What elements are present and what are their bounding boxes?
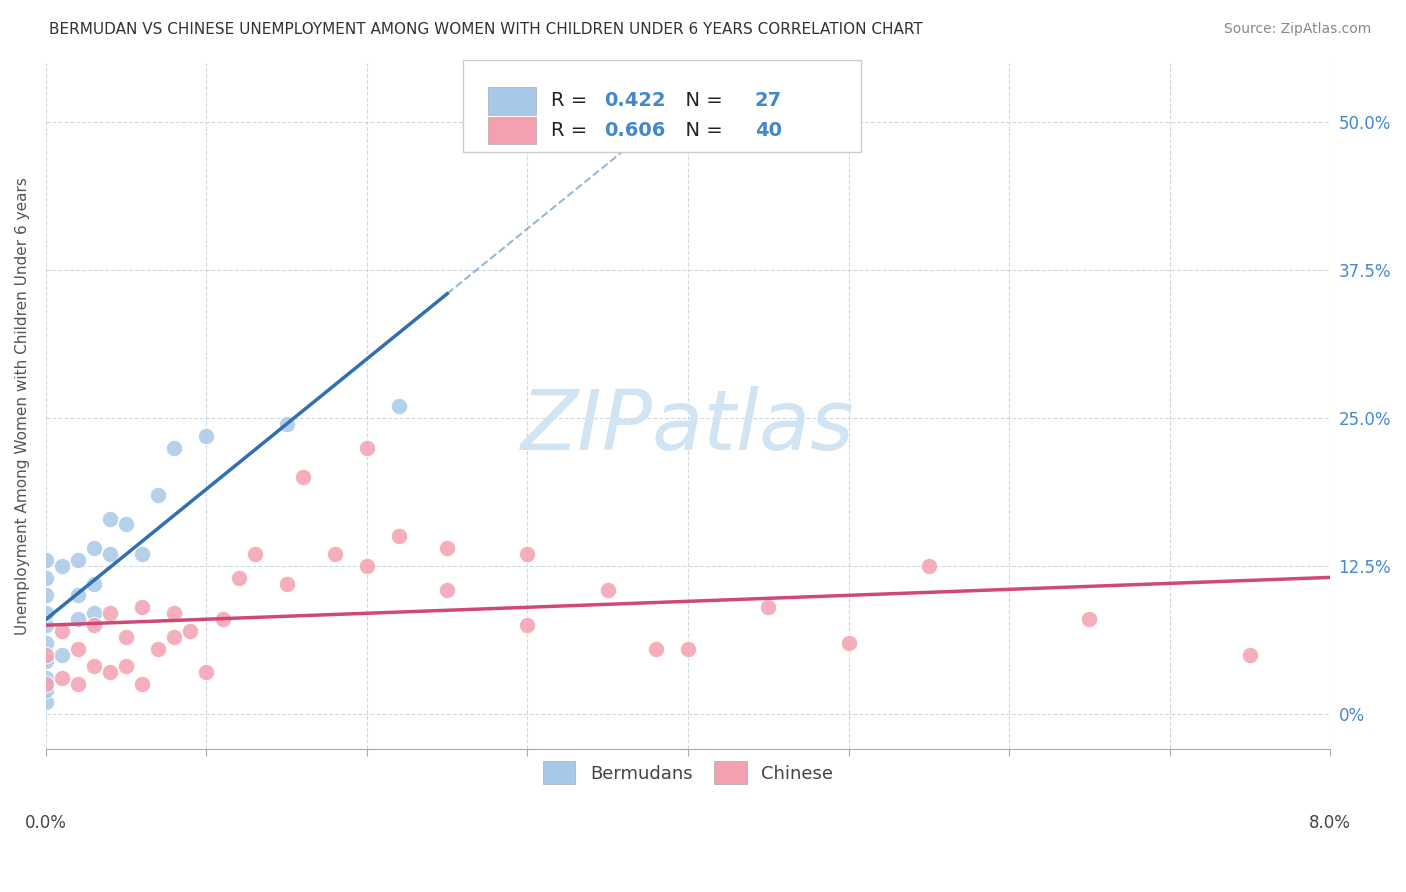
Text: 0.606: 0.606 bbox=[605, 120, 666, 140]
Point bbox=[35, 553, 58, 567]
Point bbox=[148, 488, 170, 502]
Point bbox=[645, 641, 668, 656]
Point bbox=[35, 618, 58, 632]
Point bbox=[83, 659, 105, 673]
Y-axis label: Unemployment Among Women with Children Under 6 years: Unemployment Among Women with Children U… bbox=[15, 178, 30, 635]
FancyBboxPatch shape bbox=[464, 60, 862, 153]
Point bbox=[163, 630, 186, 644]
Point bbox=[596, 582, 619, 597]
Text: 0.0%: 0.0% bbox=[25, 814, 67, 832]
Point bbox=[356, 558, 378, 573]
Text: Source: ZipAtlas.com: Source: ZipAtlas.com bbox=[1223, 22, 1371, 37]
Text: 27: 27 bbox=[755, 91, 782, 111]
Bar bbox=[488, 87, 537, 114]
Point bbox=[837, 636, 859, 650]
Point bbox=[436, 582, 458, 597]
Text: R =: R = bbox=[551, 91, 593, 111]
Text: 40: 40 bbox=[755, 120, 782, 140]
Text: 8.0%: 8.0% bbox=[1309, 814, 1351, 832]
Point bbox=[323, 547, 346, 561]
Point bbox=[388, 529, 411, 543]
Point bbox=[388, 399, 411, 413]
Point bbox=[195, 428, 218, 442]
Point bbox=[67, 553, 90, 567]
Text: 0.422: 0.422 bbox=[605, 91, 666, 111]
Point bbox=[35, 589, 58, 603]
Point bbox=[67, 677, 90, 691]
Point bbox=[51, 558, 73, 573]
Point bbox=[51, 648, 73, 662]
Point bbox=[35, 695, 58, 709]
Point bbox=[35, 671, 58, 685]
Point bbox=[356, 441, 378, 455]
Text: ZIPatlas: ZIPatlas bbox=[522, 386, 855, 467]
Text: R =: R = bbox=[551, 120, 593, 140]
Point bbox=[148, 641, 170, 656]
Point bbox=[291, 470, 314, 484]
Point bbox=[35, 648, 58, 662]
Point bbox=[83, 576, 105, 591]
Point bbox=[98, 665, 121, 680]
Point bbox=[179, 624, 201, 638]
Point bbox=[83, 606, 105, 620]
Point bbox=[131, 547, 153, 561]
Text: N =: N = bbox=[672, 91, 728, 111]
Point bbox=[131, 600, 153, 615]
Point bbox=[676, 641, 699, 656]
Point bbox=[436, 541, 458, 555]
Point bbox=[51, 624, 73, 638]
Point bbox=[67, 612, 90, 626]
Point bbox=[35, 571, 58, 585]
Point bbox=[35, 683, 58, 698]
Point bbox=[51, 671, 73, 685]
Point bbox=[115, 517, 138, 532]
Point bbox=[756, 600, 779, 615]
Point bbox=[516, 618, 538, 632]
Point bbox=[918, 558, 941, 573]
Point bbox=[67, 641, 90, 656]
Bar bbox=[488, 117, 537, 144]
Point bbox=[35, 606, 58, 620]
Point bbox=[163, 441, 186, 455]
Point bbox=[35, 654, 58, 668]
Point bbox=[131, 677, 153, 691]
Point bbox=[83, 618, 105, 632]
Text: N =: N = bbox=[672, 120, 728, 140]
Point bbox=[163, 606, 186, 620]
Point bbox=[115, 659, 138, 673]
Point bbox=[35, 677, 58, 691]
Point bbox=[276, 417, 298, 431]
Point bbox=[228, 571, 250, 585]
Point bbox=[243, 547, 266, 561]
Point bbox=[67, 589, 90, 603]
Point bbox=[1239, 648, 1261, 662]
Point bbox=[195, 665, 218, 680]
Point bbox=[211, 612, 233, 626]
Point bbox=[35, 636, 58, 650]
Point bbox=[115, 630, 138, 644]
Point bbox=[98, 606, 121, 620]
Text: BERMUDAN VS CHINESE UNEMPLOYMENT AMONG WOMEN WITH CHILDREN UNDER 6 YEARS CORRELA: BERMUDAN VS CHINESE UNEMPLOYMENT AMONG W… bbox=[49, 22, 922, 37]
Point bbox=[83, 541, 105, 555]
Point bbox=[276, 576, 298, 591]
Point bbox=[1078, 612, 1101, 626]
Point bbox=[98, 511, 121, 525]
Point bbox=[98, 547, 121, 561]
Point bbox=[516, 547, 538, 561]
Legend: Bermudans, Chinese: Bermudans, Chinese bbox=[536, 754, 841, 792]
